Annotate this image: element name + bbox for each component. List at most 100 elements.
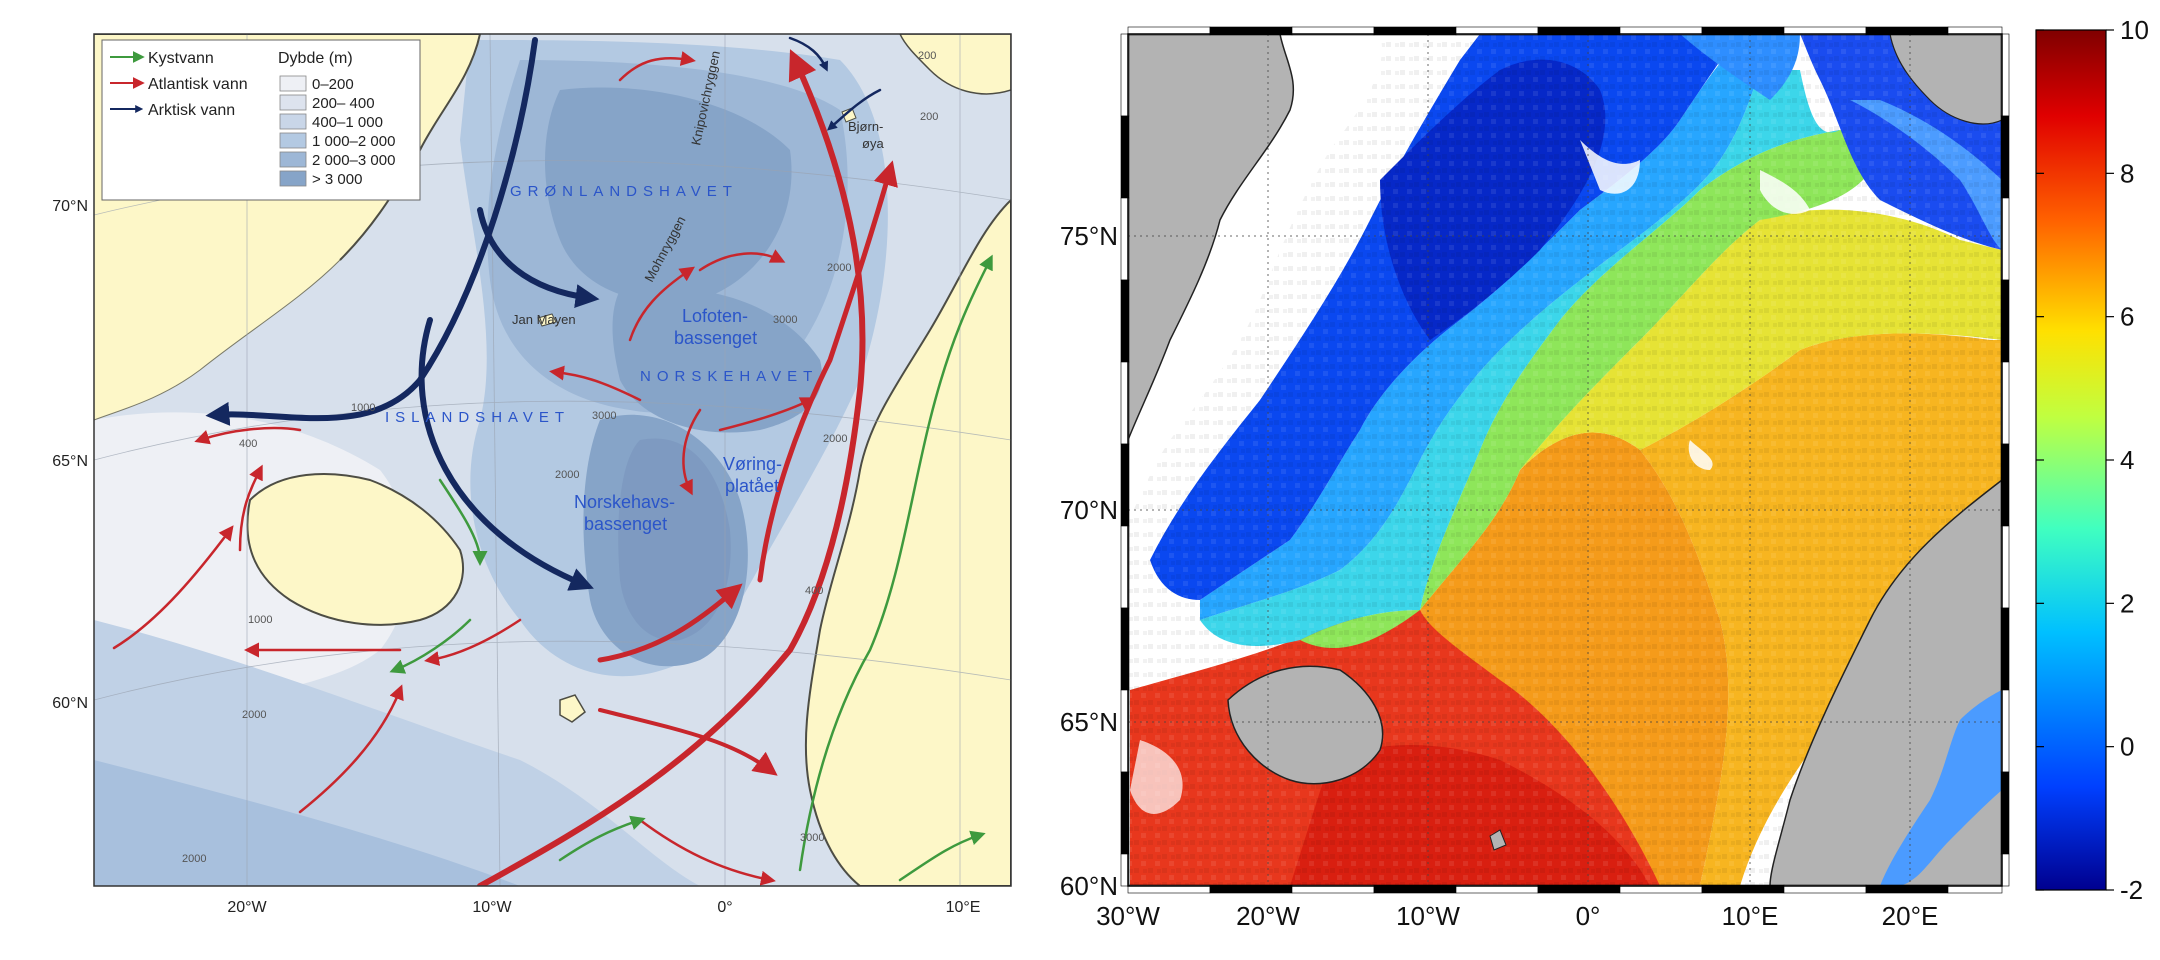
colorbar-ramp <box>2035 29 2107 891</box>
colorbar-tick-label: 8 <box>2120 158 2134 188</box>
left-depth-numbers: 200 2000 3000 2000 1000 400 3000 2000 2000 400 100… <box>182 50 938 865</box>
iceland-land <box>246 473 465 626</box>
atlantic-minor-1 <box>238 464 263 552</box>
legend-depth-label: 0–200 <box>312 76 354 93</box>
atlantic-currents <box>477 49 898 886</box>
cloud-mask-2 <box>1760 170 1810 214</box>
arctic-current-bjornoya <box>826 88 882 131</box>
legend-depth-swatch <box>279 94 307 111</box>
arctic-currents <box>205 36 882 591</box>
colorbar-tick-label: -2 <box>2120 875 2143 905</box>
svalbard-land <box>899 34 1011 95</box>
depth-number: 2000 <box>182 853 206 865</box>
cloud-mask-3 <box>1688 440 1713 470</box>
arctic-current-east <box>477 207 600 308</box>
right-map-frame <box>1127 33 2003 887</box>
zebra-bottom <box>1947 884 2003 894</box>
coastal-minor-3 <box>898 830 986 882</box>
depth-2000-3000-south <box>94 760 520 886</box>
right-lon-label: 10°E <box>1722 901 1779 931</box>
iceland-grey <box>1227 665 1384 785</box>
depth-number: 3000 <box>592 410 616 422</box>
greenland-grey <box>1128 34 1295 441</box>
depth-number: 400 <box>805 585 823 597</box>
legend-label-arktisk: Arktisk vann <box>148 102 235 119</box>
cloud-mask-1 <box>1580 140 1640 194</box>
left-lat-label: 65°N <box>52 453 88 470</box>
left-lat-label: 70°N <box>52 198 88 215</box>
right-map: 75°N 70°N 65°N 60°N 30°W 20°W 10°W 0° 10°E 20°E <box>1060 26 2010 931</box>
right-graticule <box>1128 34 2002 886</box>
legend-depth-label: > 3 000 <box>312 171 362 188</box>
irminger-current <box>112 525 234 650</box>
legend-box <box>101 39 421 201</box>
legend-depth-label: 400–1 000 <box>312 114 383 131</box>
arctic-current-south <box>418 317 594 591</box>
zebra-top <box>1947 26 2003 36</box>
norwegian-coastal-current <box>798 254 993 872</box>
label-bjornoya-2: øya <box>862 136 884 151</box>
legend-depth-classes: 0–200 200– 400 400–1 000 1 000–2 000 2 000–3… <box>279 75 395 188</box>
label-jan-mayen: Jan Mayen <box>512 312 576 327</box>
depth-3000-gronlandshavet <box>545 87 792 303</box>
label-voring-1: Vøring- <box>723 454 782 474</box>
depth-deep-core <box>618 438 731 641</box>
legend-depth-title: Dybde (m) <box>278 50 353 67</box>
norwegian-atlantic-current <box>477 49 866 886</box>
right-map-zebra-frame <box>1120 26 2010 894</box>
left-lat-labels: 70°N 65°N 60°N <box>52 198 88 712</box>
depth-number: 3000 <box>773 314 797 326</box>
atlantic-minor-3 <box>298 684 404 814</box>
colorbar: 10 8 6 4 2 0 -2 <box>2035 15 2149 905</box>
label-voring-2: platået <box>725 476 779 496</box>
atlantic-minor-2 <box>194 426 302 445</box>
depth-3000-lofoten <box>612 287 822 433</box>
atlantic-minor-9 <box>718 397 816 432</box>
atlantic-minor-currents <box>112 51 816 886</box>
label-lofoten-1: Lofoten- <box>682 306 748 326</box>
depth-number: 2000 <box>555 469 579 481</box>
right-lat-label: 75°N <box>1060 221 1118 251</box>
right-lat-label: 60°N <box>1060 871 1118 901</box>
atlantic-minor-6 <box>598 708 778 776</box>
left-lon-label: 0° <box>717 899 732 916</box>
colorbar-tick-label: 2 <box>2120 588 2134 618</box>
label-bjornoya-1: Bjørn- <box>848 119 883 134</box>
left-map: Kystvann Atlantisk vann Arktisk vann Dyb… <box>52 33 1012 916</box>
faroe-land <box>559 694 586 723</box>
atlantic-minor-11 <box>698 249 786 272</box>
atlantic-minor-7 <box>549 365 642 402</box>
zebra-right <box>2000 853 2010 887</box>
label-gronlandshavet: GRØNLANDSHAVET <box>510 183 738 200</box>
left-basin-labels: Lofoten- bassenget Norskehavs- bassenget… <box>574 306 782 534</box>
legend-label-atlantisk: Atlantisk vann <box>148 76 248 93</box>
atlantic-branch-2 <box>757 160 898 583</box>
cloud-mask-4 <box>1130 740 1183 814</box>
depth-number: 1000 <box>248 614 272 626</box>
label-norskehavs-1: Norskehavs- <box>574 492 675 512</box>
depth-number: 400 <box>239 438 257 450</box>
label-norskehavs-2: bassenget <box>584 514 667 534</box>
atlantic-minor-13 <box>638 818 776 886</box>
right-lat-labels: 75°N 70°N 65°N 60°N <box>1060 221 1118 901</box>
colorbar-ticks: 10 8 6 4 2 0 -2 <box>2036 15 2149 905</box>
legend-depth-swatch <box>279 151 307 168</box>
legend-depth-swatch <box>279 132 307 149</box>
left-legend: Kystvann Atlantisk vann Arktisk vann Dyb… <box>101 39 421 201</box>
right-lon-label: 10°W <box>1396 901 1460 931</box>
atlantic-minor-4 <box>424 618 522 666</box>
depth-number: 2000 <box>242 709 266 721</box>
faroe-grey <box>1489 829 1507 851</box>
left-lon-labels: 20°W 10°W 0° 10°E <box>227 899 980 916</box>
left-lat-label: 60°N <box>52 695 88 712</box>
east-iceland-current <box>438 478 488 566</box>
jan-mayen-land <box>537 313 557 327</box>
colorbar-tick-label: 6 <box>2120 302 2134 332</box>
left-map-frame <box>93 33 1012 887</box>
legend-depth-label: 200– 400 <box>312 95 375 112</box>
legend-depth-label: 2 000–3 000 <box>312 152 395 169</box>
atlantic-minor-10 <box>628 266 695 342</box>
coastal-currents <box>389 254 993 882</box>
right-lat-label: 65°N <box>1060 707 1118 737</box>
arctic-current-west <box>205 37 538 426</box>
